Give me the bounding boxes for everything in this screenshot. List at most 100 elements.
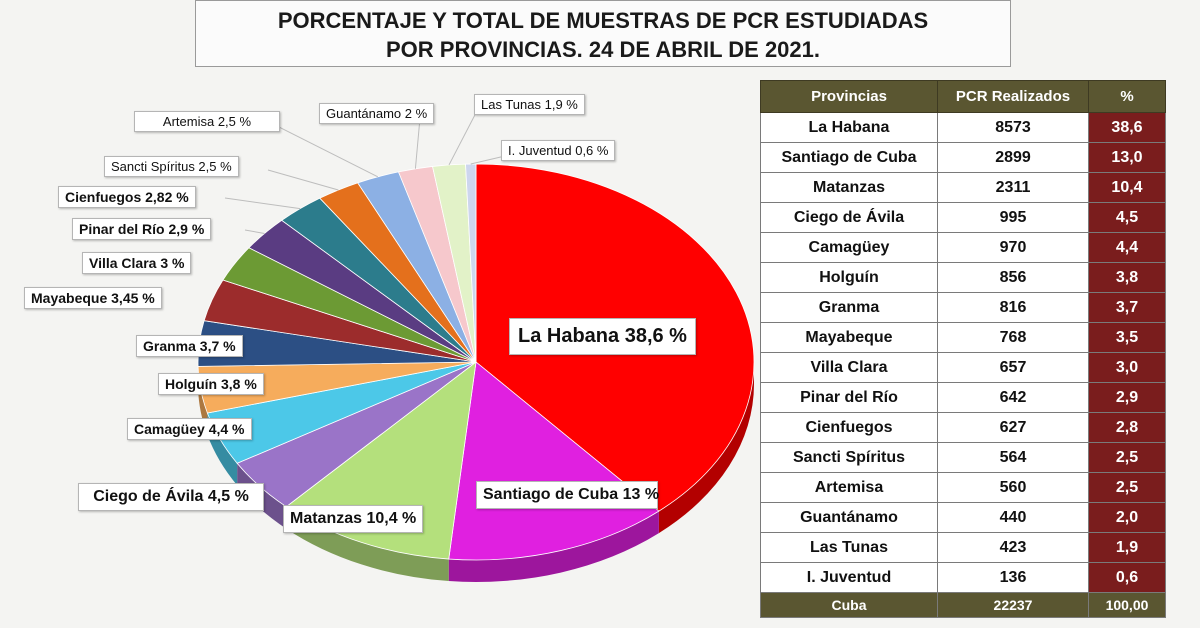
cell-pcr: 657: [937, 352, 1089, 383]
table-row: Sancti Spíritus 564 2,5: [760, 442, 1166, 473]
cell-percent: 1,9: [1088, 532, 1166, 563]
slice-label-matanzas: Matanzas 10,4 %: [283, 505, 424, 533]
cell-pcr: 642: [937, 382, 1089, 413]
leader-line: [274, 124, 379, 178]
header-percent: %: [1088, 80, 1166, 113]
slice-label-sancti-spiritus: Sancti Spíritus 2,5 %: [104, 156, 239, 177]
table-row: Matanzas 2311 10,4: [760, 172, 1166, 203]
cell-province: Cienfuegos: [760, 412, 938, 443]
table-row: La Habana 8573 38,6: [760, 112, 1166, 143]
cell-province: Villa Clara: [760, 352, 938, 383]
cell-province: Granma: [760, 292, 938, 323]
cell-percent: 4,5: [1088, 202, 1166, 233]
pcr-table: Provincias PCR Realizados % La Habana 857…: [760, 80, 1166, 618]
cell-province: Holguín: [760, 262, 938, 293]
chart-title: PORCENTAJE Y TOTAL DE MUESTRAS DE PCR ES…: [195, 0, 1011, 67]
cell-pcr: 8573: [937, 112, 1089, 143]
table-row: Artemisa 560 2,5: [760, 472, 1166, 503]
cell-percent: 3,7: [1088, 292, 1166, 323]
cell-province: Sancti Spíritus: [760, 442, 938, 473]
table-row: Villa Clara 657 3,0: [760, 352, 1166, 383]
cell-pcr: 816: [937, 292, 1089, 323]
cell-province: Mayabeque: [760, 322, 938, 353]
cell-percent: 0,6: [1088, 562, 1166, 593]
cell-pcr: 627: [937, 412, 1089, 443]
slice-label-i-juventud: I. Juventud 0,6 %: [501, 140, 616, 161]
cell-pcr: 970: [937, 232, 1089, 263]
table-row: Cienfuegos 627 2,8: [760, 412, 1166, 443]
title-line-1: PORCENTAJE Y TOTAL DE MUESTRAS DE PCR ES…: [277, 8, 929, 33]
cell-pcr: 560: [937, 472, 1089, 503]
cell-province: I. Juventud: [760, 562, 938, 593]
cell-pcr: 768: [937, 322, 1089, 353]
pie-chart: [197, 108, 755, 582]
slice-label-las-tunas: Las Tunas 1,9 %: [474, 94, 585, 115]
cell-percent: 2,9: [1088, 382, 1166, 413]
cell-percent: 3,5: [1088, 322, 1166, 353]
slice-label-holguin: Holguín 3,8 %: [158, 373, 264, 395]
cell-percent: 38,6: [1088, 112, 1166, 143]
table-total-row: Cuba 22237 100,00: [760, 592, 1166, 618]
table-row: Camagüey 970 4,4: [760, 232, 1166, 263]
cell-pcr: 423: [937, 532, 1089, 563]
table-row: Mayabeque 768 3,5: [760, 322, 1166, 353]
cell-percent: 4,4: [1088, 232, 1166, 263]
table-row: Las Tunas 423 1,9: [760, 532, 1166, 563]
table-row: I. Juventud 136 0,6: [760, 562, 1166, 593]
cell-pcr: 564: [937, 442, 1089, 473]
leader-line: [267, 169, 339, 191]
table-row: Ciego de Ávila 995 4,5: [760, 202, 1166, 233]
cell-pcr: 136: [937, 562, 1089, 593]
slice-label-la-habana: La Habana 38,6 %: [509, 318, 696, 355]
slice-label-mayabeque: Mayabeque 3,45 %: [24, 287, 162, 309]
slice-label-camaguey: Camagüey 4,4 %: [127, 418, 252, 440]
slice-label-pinar-del-rio: Pinar del Río 2,9 %: [72, 218, 212, 240]
title-line-2: POR PROVINCIAS. 24 DE ABRIL DE 2021.: [385, 37, 821, 62]
cell-province: Artemisa: [760, 472, 938, 503]
pie-side-holgu-n: [198, 366, 208, 436]
total-label: Cuba: [760, 592, 938, 618]
pie-side-santiago-de-cuba: [448, 511, 659, 582]
cell-percent: 3,0: [1088, 352, 1166, 383]
cell-percent: 13,0: [1088, 142, 1166, 173]
pie-slice-santiago-de-cuba: [448, 361, 660, 561]
cell-province: Camagüey: [760, 232, 938, 263]
slice-label-ciego-de-avila: Ciego de Ávila 4,5 %: [78, 483, 264, 511]
cell-percent: 10,4: [1088, 172, 1166, 203]
header-provincias: Provincias: [760, 80, 938, 113]
cell-province: Las Tunas: [760, 532, 938, 563]
total-percent: 100,00: [1088, 592, 1166, 618]
table-row: Santiago de Cuba 2899 13,0: [760, 142, 1166, 173]
cell-pcr: 856: [937, 262, 1089, 293]
leader-line: [224, 197, 301, 210]
cell-pcr: 2311: [937, 172, 1089, 203]
cell-pcr: 2899: [937, 142, 1089, 173]
cell-pcr: 995: [937, 202, 1089, 233]
slice-label-santiago-de-cuba: Santiago de Cuba 13 %: [476, 481, 659, 509]
cell-province: Ciego de Ávila: [760, 202, 938, 233]
cell-province: Matanzas: [760, 172, 938, 203]
leader-line: [414, 117, 421, 169]
cell-percent: 2,8: [1088, 412, 1166, 443]
cell-province: Santiago de Cuba: [760, 142, 938, 173]
header-pcr-realizados: PCR Realizados: [937, 80, 1089, 113]
table-header-row: Provincias PCR Realizados %: [760, 80, 1166, 113]
leader-line: [470, 155, 506, 165]
pie-slice-i-juventud: [465, 163, 477, 363]
leader-line: [448, 108, 479, 166]
pie-side-la-habana: [658, 362, 754, 534]
pie-side-matanzas: [286, 506, 449, 582]
cell-province: Pinar del Río: [760, 382, 938, 413]
slice-label-artemisa: Artemisa 2,5 %: [134, 111, 280, 132]
cell-percent: 2,5: [1088, 442, 1166, 473]
table-row: Granma 816 3,7: [760, 292, 1166, 323]
cell-percent: 3,8: [1088, 262, 1166, 293]
table-row: Pinar del Río 642 2,9: [760, 382, 1166, 413]
slice-label-guantanamo: Guantánamo 2 %: [319, 103, 435, 124]
cell-province: Guantánamo: [760, 502, 938, 533]
slice-label-granma: Granma 3,7 %: [136, 335, 243, 357]
leader-line: [244, 229, 265, 234]
cell-pcr: 440: [937, 502, 1089, 533]
slice-label-villa-clara: Villa Clara 3 %: [82, 252, 192, 274]
total-pcr: 22237: [937, 592, 1089, 618]
